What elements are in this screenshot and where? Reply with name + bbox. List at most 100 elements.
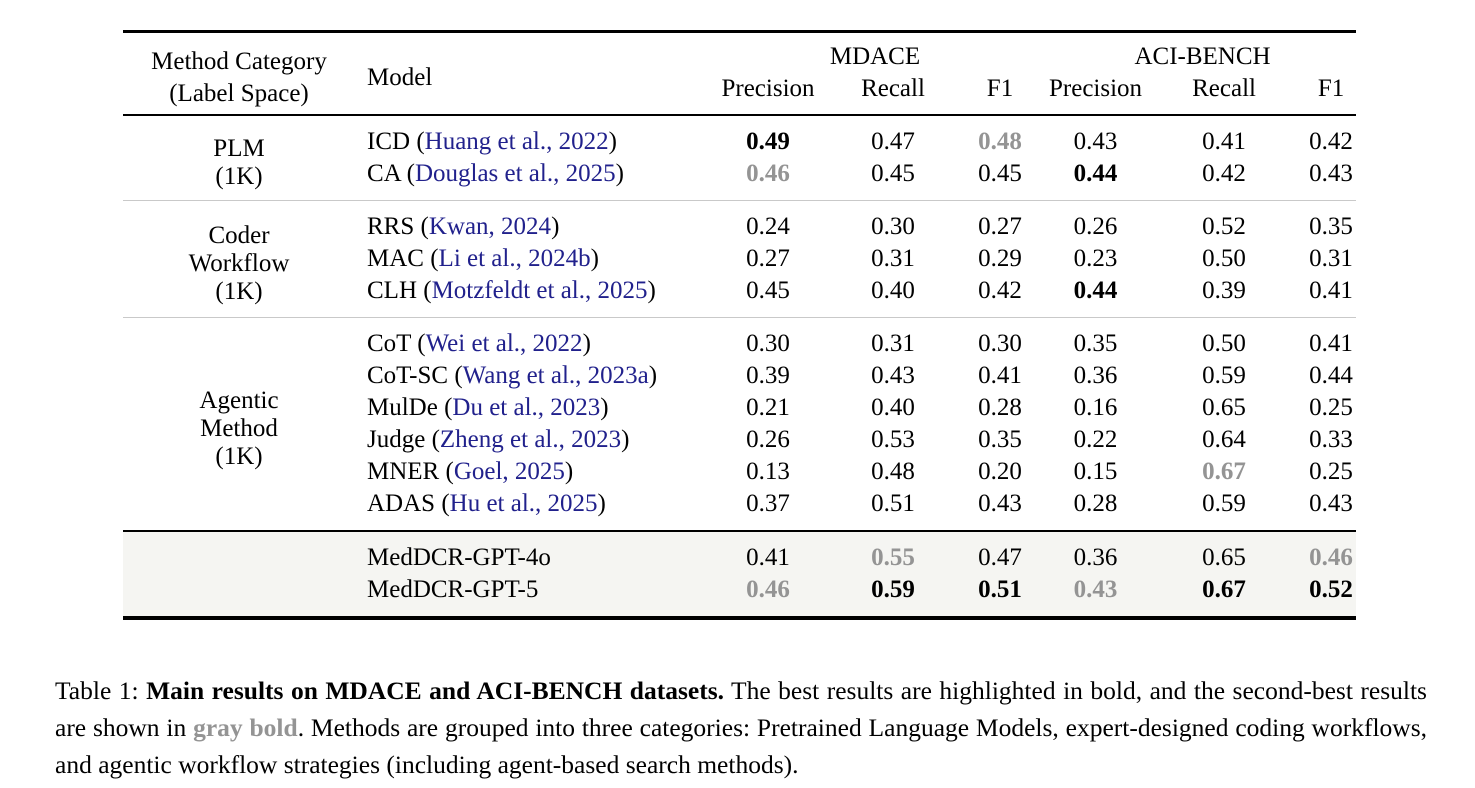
citation-link[interactable]: Zheng et al., 2023: [439, 426, 622, 453]
metric-value: 0.40: [871, 394, 915, 421]
metric-value: 0.31: [1309, 245, 1353, 272]
metric-cell: 0.43: [835, 360, 951, 392]
category-cell-coder-workflow: Coder Workflow (1K): [123, 201, 355, 318]
model-cell: CA (Douglas et al., 2025): [355, 158, 701, 201]
citation-link[interactable]: Goel, 2025: [453, 458, 565, 485]
metric-cell: 0.53: [835, 424, 951, 456]
paren: ): [551, 213, 560, 240]
table-row: Judge (Zheng et al., 2023) 0.26 0.53 0.3…: [123, 424, 1356, 456]
paren: (: [420, 213, 429, 240]
table-row: CA (Douglas et al., 2025) 0.46 0.45 0.45…: [123, 158, 1356, 201]
model-cell: CoT-SC (Wang et al., 2023a): [355, 360, 701, 392]
column-group-aci-bench: ACI-BENCH: [1134, 43, 1271, 70]
citation-link[interactable]: Douglas et al., 2025: [414, 160, 616, 187]
model-cell: ADAS (Hu et al., 2025): [355, 488, 701, 531]
metric-cell: 0.43: [1306, 488, 1356, 531]
metric-cell: 0.26: [1049, 201, 1142, 244]
paren: ): [648, 362, 658, 389]
metric-cell: 0.45: [701, 275, 835, 318]
metric-cell: 0.59: [1142, 360, 1306, 392]
metric-value: 0.26: [1073, 213, 1118, 240]
metric-cell: 0.42: [951, 275, 1049, 318]
citation-link[interactable]: Li et al., 2024b: [438, 245, 591, 272]
metric-cell: 0.15: [1049, 456, 1142, 488]
metric-value: 0.44: [1073, 160, 1118, 187]
metric-cell: 0.39: [1142, 275, 1306, 318]
metric-cell: 0.45: [835, 158, 951, 201]
group-agentic-method: Agentic Method (1K) CoT (Wei et al., 202…: [123, 317, 1357, 532]
citation-link[interactable]: Motzfeldt et al., 2025: [431, 277, 648, 304]
metric-cell: 0.25: [1306, 392, 1356, 424]
model-name: CoT: [367, 330, 411, 357]
metric-value: 0.64: [1202, 426, 1246, 453]
metric-cell: 0.30: [835, 201, 951, 244]
citation-link[interactable]: Wang et al., 2023a: [462, 362, 649, 389]
table-row: CLH (Motzfeldt et al., 2025) 0.45 0.40 0…: [123, 275, 1356, 318]
paren: ): [590, 245, 599, 272]
metric-value: 0.55: [871, 544, 915, 571]
model-name: MedDCR-GPT-4o: [367, 544, 551, 571]
paren: (: [454, 362, 463, 389]
metric-value: 0.43: [1073, 576, 1118, 603]
results-table: Method Category (Label Space) Model MDAC…: [123, 30, 1357, 620]
metric-cell: 0.21: [701, 392, 835, 424]
metric-cell: 0.27: [951, 201, 1049, 244]
column-header-method-category: Method Category (Label Space): [123, 32, 355, 116]
citation-link[interactable]: Huang et al., 2022: [424, 128, 609, 155]
table-header: Method Category (Label Space) Model MDAC…: [123, 32, 1357, 116]
metric-cell: 0.20: [951, 456, 1049, 488]
metric-value: 0.59: [1202, 490, 1246, 517]
metric-cell: 0.31: [835, 243, 951, 275]
header-line: (Label Space): [169, 79, 309, 107]
citation-link[interactable]: Du et al., 2023: [452, 394, 601, 421]
metric-cell: 0.41: [1306, 318, 1356, 361]
metric-value: 0.28: [1073, 490, 1118, 517]
metric-value: 0.23: [1073, 245, 1118, 272]
model-name: CLH: [367, 277, 417, 304]
metric-cell: 0.31: [835, 318, 951, 361]
model-cell: ICD (Huang et al., 2022): [355, 115, 701, 158]
metric-value: 0.65: [1202, 394, 1246, 421]
citation-link[interactable]: Hu et al., 2025: [449, 490, 598, 517]
metric-value: 0.41: [1309, 277, 1353, 304]
category-cell-agentic-method: Agentic Method (1K): [123, 318, 355, 532]
metric-cell: 0.28: [1049, 488, 1142, 531]
metric-value: 0.53: [871, 426, 915, 453]
metric-value: 0.59: [871, 576, 915, 603]
model-cell: CoT (Wei et al., 2022): [355, 318, 701, 361]
metric-cell: 0.44: [1049, 158, 1142, 201]
metric-value: 0.36: [1073, 362, 1118, 389]
category-line: (1K): [215, 163, 263, 190]
metric-cell: 0.40: [835, 392, 951, 424]
metric-cell: 0.35: [1049, 318, 1142, 361]
metric-value: 0.33: [1309, 426, 1353, 453]
metric-cell: 0.46: [701, 158, 835, 201]
metric-cell: 0.26: [701, 424, 835, 456]
metric-cell: 0.43: [1049, 115, 1142, 158]
citation-link[interactable]: Wei et al., 2022: [425, 330, 583, 357]
metric-cell: 0.50: [1142, 318, 1306, 361]
paren: ): [621, 426, 630, 453]
metric-value: 0.25: [1309, 458, 1353, 485]
model-cell: MAC (Li et al., 2024b): [355, 243, 701, 275]
metric-cell: 0.46: [1306, 531, 1356, 574]
metric-value: 0.41: [1202, 128, 1246, 155]
citation-link[interactable]: Kwan, 2024: [428, 213, 552, 240]
category-line: (1K): [215, 278, 263, 305]
metric-value: 0.25: [1309, 394, 1353, 421]
metric-cell: 0.41: [1306, 275, 1356, 318]
metric-cell: 0.64: [1142, 424, 1306, 456]
metric-cell: 0.59: [1142, 488, 1306, 531]
metric-value: 0.31: [871, 330, 915, 357]
metric-cell: 0.13: [701, 456, 835, 488]
metric-cell: 0.28: [951, 392, 1049, 424]
paren: (: [444, 394, 453, 421]
metric-value: 0.37: [746, 490, 790, 517]
metric-value: 0.39: [1202, 277, 1246, 304]
column-header-recall: Recall: [861, 75, 925, 102]
metric-value: 0.44: [1073, 277, 1118, 304]
group-meddcr: MedDCR-GPT-4o 0.41 0.55 0.47 0.36 0.65 0…: [123, 531, 1357, 618]
metric-value: 0.35: [1073, 330, 1118, 357]
category-line: Agentic: [199, 387, 279, 414]
metric-cell: 0.42: [1306, 115, 1356, 158]
